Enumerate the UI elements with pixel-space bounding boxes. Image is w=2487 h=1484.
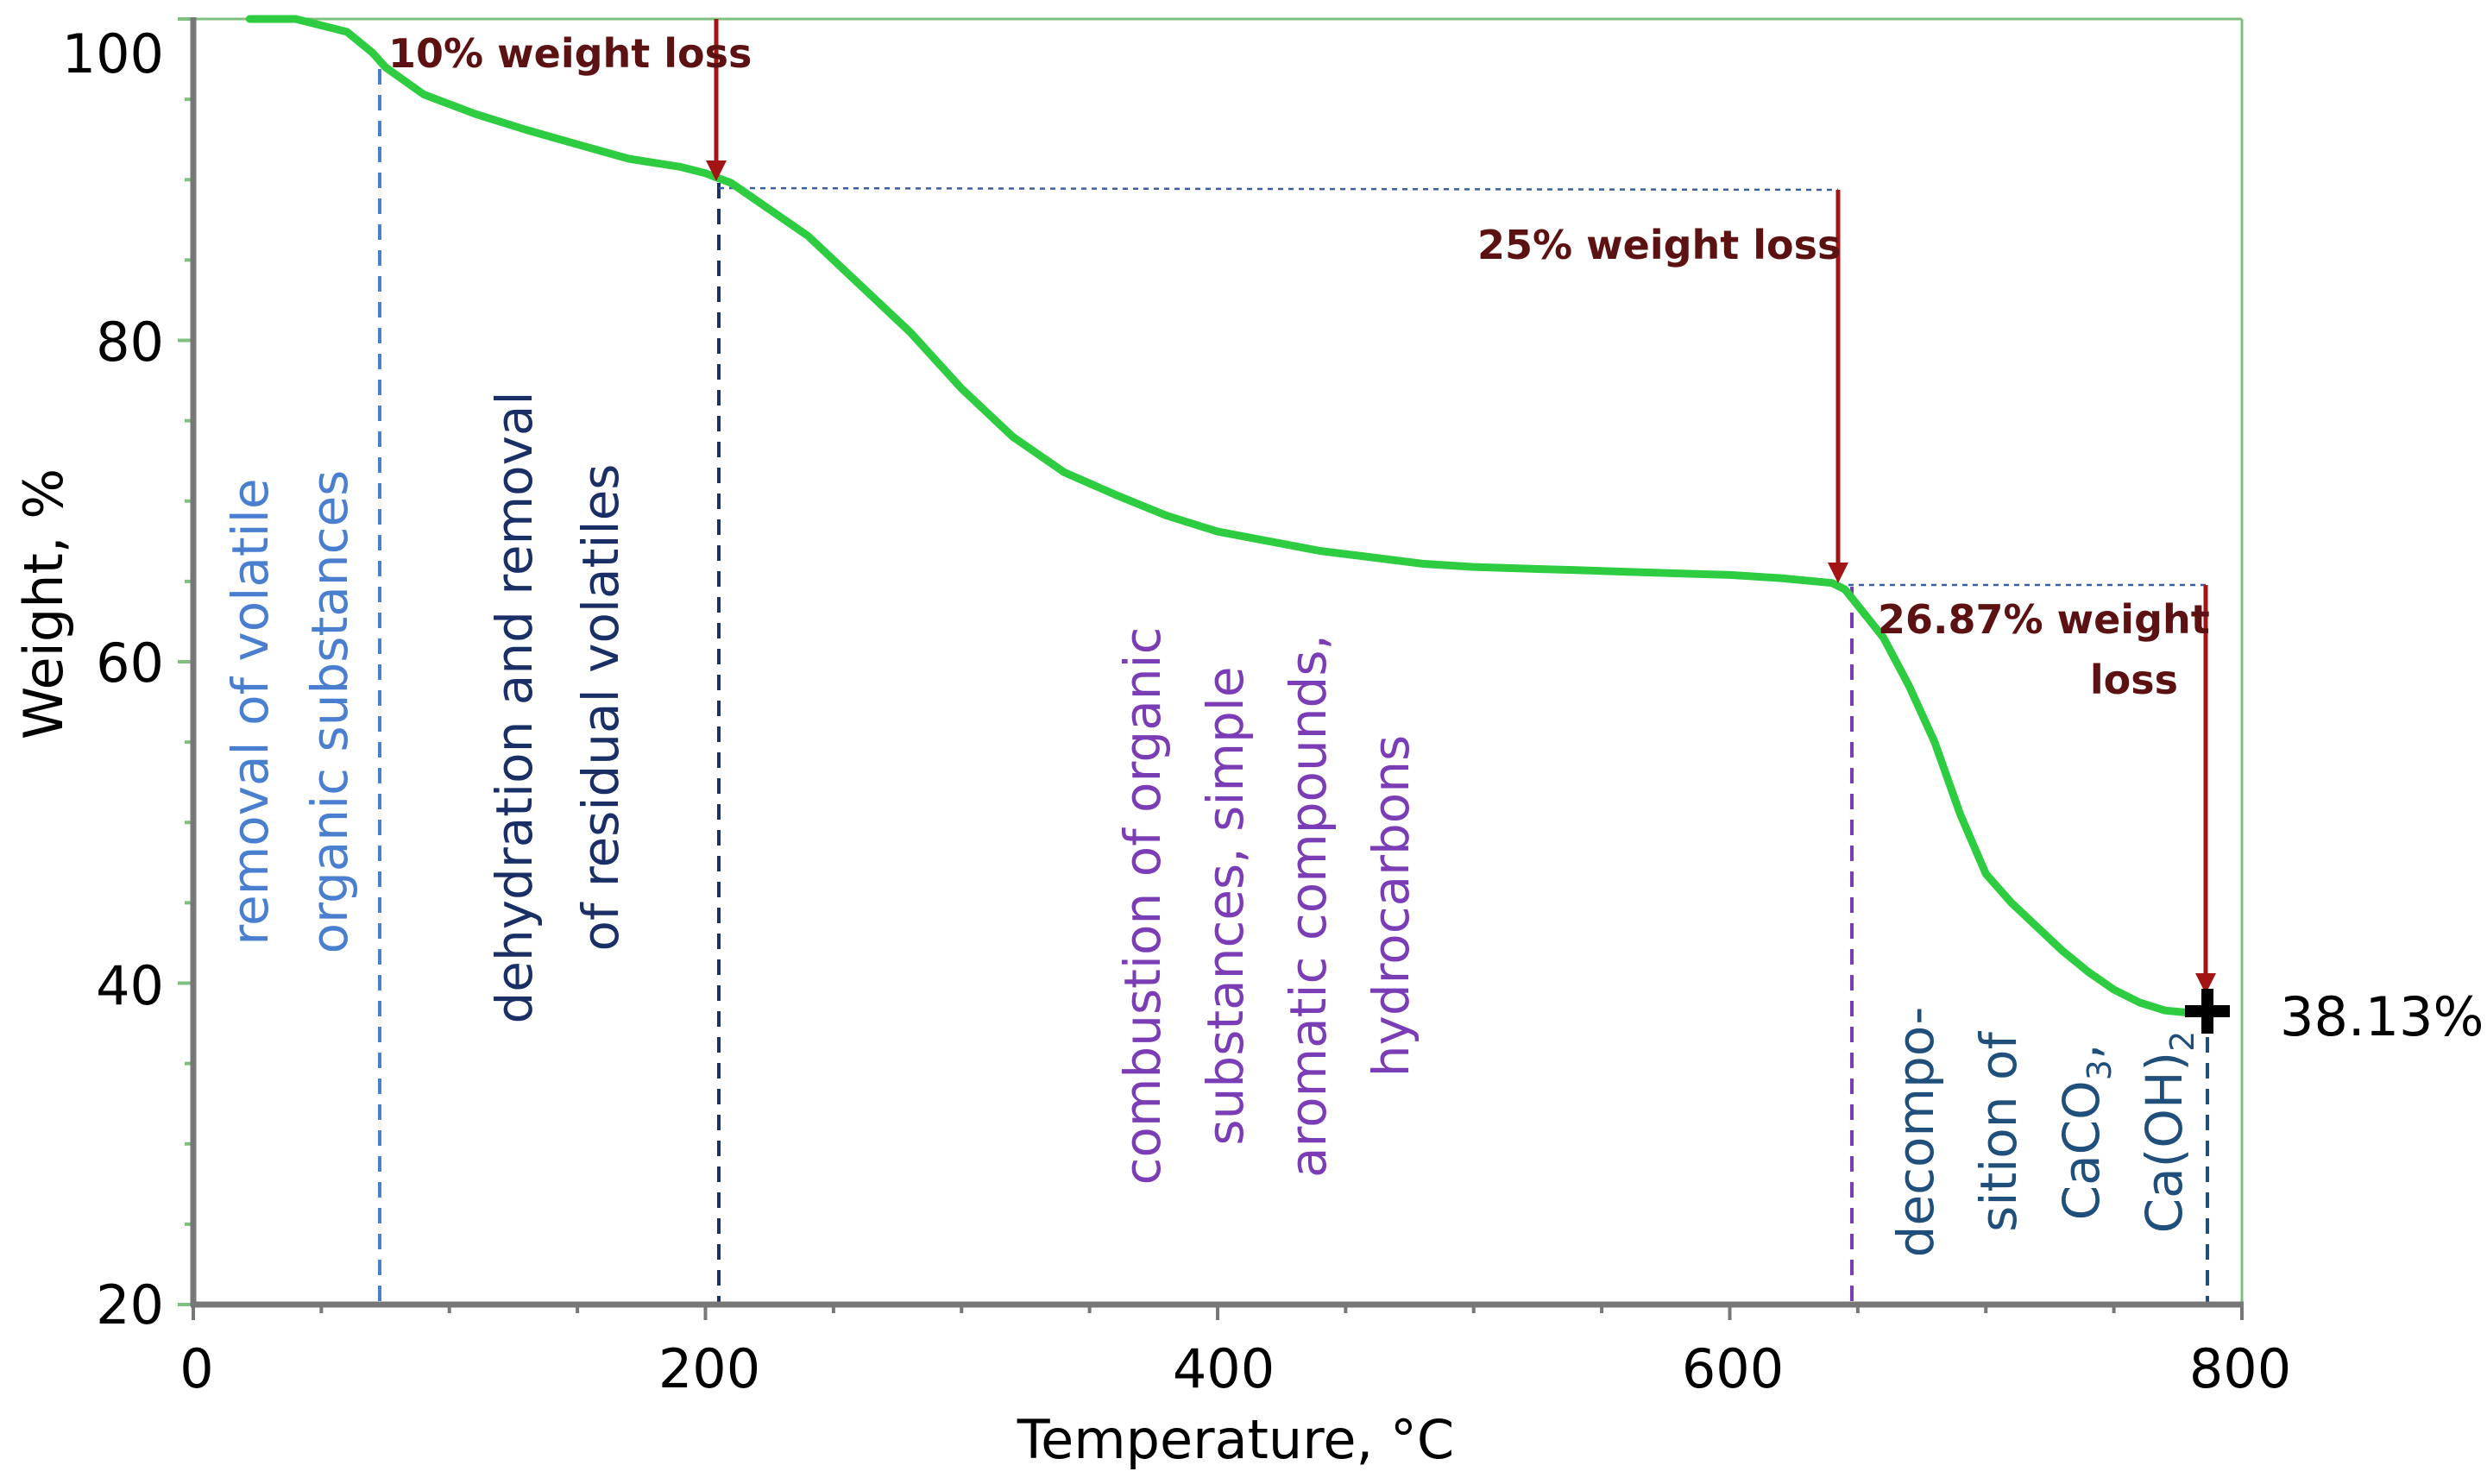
tga-series-line [245, 15, 2220, 1017]
caoh2-base: Ca(OH) [2135, 1052, 2194, 1234]
y-tick-label: 80 [96, 311, 164, 374]
y-tick-label: 20 [96, 1273, 164, 1336]
region-label-combustion-line1: combustion of organic [1113, 627, 1172, 1185]
x-tick-label: 200 [658, 1337, 760, 1400]
loss-label-2687pct-line1: 26.87% weight [1878, 596, 2210, 643]
x-tick-label: 400 [1173, 1337, 1275, 1400]
region-label-dehydration: dehydration and removal of residual vola… [485, 391, 630, 1023]
x-axis-title: Temperature, °C [1017, 1408, 1454, 1471]
y-tick-label: 40 [96, 954, 164, 1017]
region-label-dehydration-line1: dehydration and removal [485, 391, 544, 1023]
region-label-combustion: combustion of organic substances, simple… [1113, 627, 1420, 1185]
caco3-tail: , [2052, 1044, 2111, 1060]
y-tick-label: 60 [96, 632, 164, 695]
region-label-volatile-line2: organic substances [300, 470, 359, 954]
region-label-volatile-line1: removal of volatile [221, 478, 280, 945]
end-marker-v [2201, 989, 2213, 1034]
loss-label-25pct: 25% weight loss [1477, 222, 1841, 268]
loss-label-2687pct-line2: loss [2090, 657, 2178, 703]
loss-label-10pct: 10% weight loss [388, 30, 752, 77]
caco3-base: CaCO [2052, 1080, 2111, 1220]
region-label-decomposition-line4: Ca(OH)2 [2135, 1031, 2201, 1234]
arrow-25pct-head [1828, 563, 1848, 583]
region-label-decomposition: decompo- sition of CaCO3, Ca(OH)2 [1886, 1007, 2201, 1258]
x-tick-label: 800 [2189, 1337, 2291, 1400]
reference-line-90 [718, 186, 1839, 192]
region-label-decomposition-line2: sition of [1969, 1031, 2028, 1232]
caco3-sub: 3 [2081, 1060, 2119, 1080]
y-tick-label: 100 [62, 22, 164, 85]
region-label-decomposition-line3: CaCO3, [2052, 1044, 2119, 1221]
arrow-10pct-head [706, 160, 727, 181]
y-axis-title: Weight, % [12, 468, 75, 739]
region-label-volatile: removal of volatile organic substances [221, 470, 359, 954]
region-label-dehydration-line2: of residual volatiles [571, 464, 630, 952]
x-tick-label: 0 [179, 1337, 213, 1400]
region-label-combustion-line3: aromatic compounds, [1279, 634, 1338, 1178]
region-label-decomposition-line1: decompo- [1886, 1007, 1945, 1258]
caoh2-sub: 2 [2163, 1031, 2201, 1052]
region-label-combustion-line4: hydrocarbons [1362, 735, 1420, 1078]
arrow-2687pct-head [2195, 973, 2216, 994]
x-tick-label: 600 [1682, 1337, 1784, 1400]
region-label-combustion-line2: substances, simple [1196, 666, 1255, 1145]
end-value-label: 38.13% [2280, 985, 2484, 1048]
